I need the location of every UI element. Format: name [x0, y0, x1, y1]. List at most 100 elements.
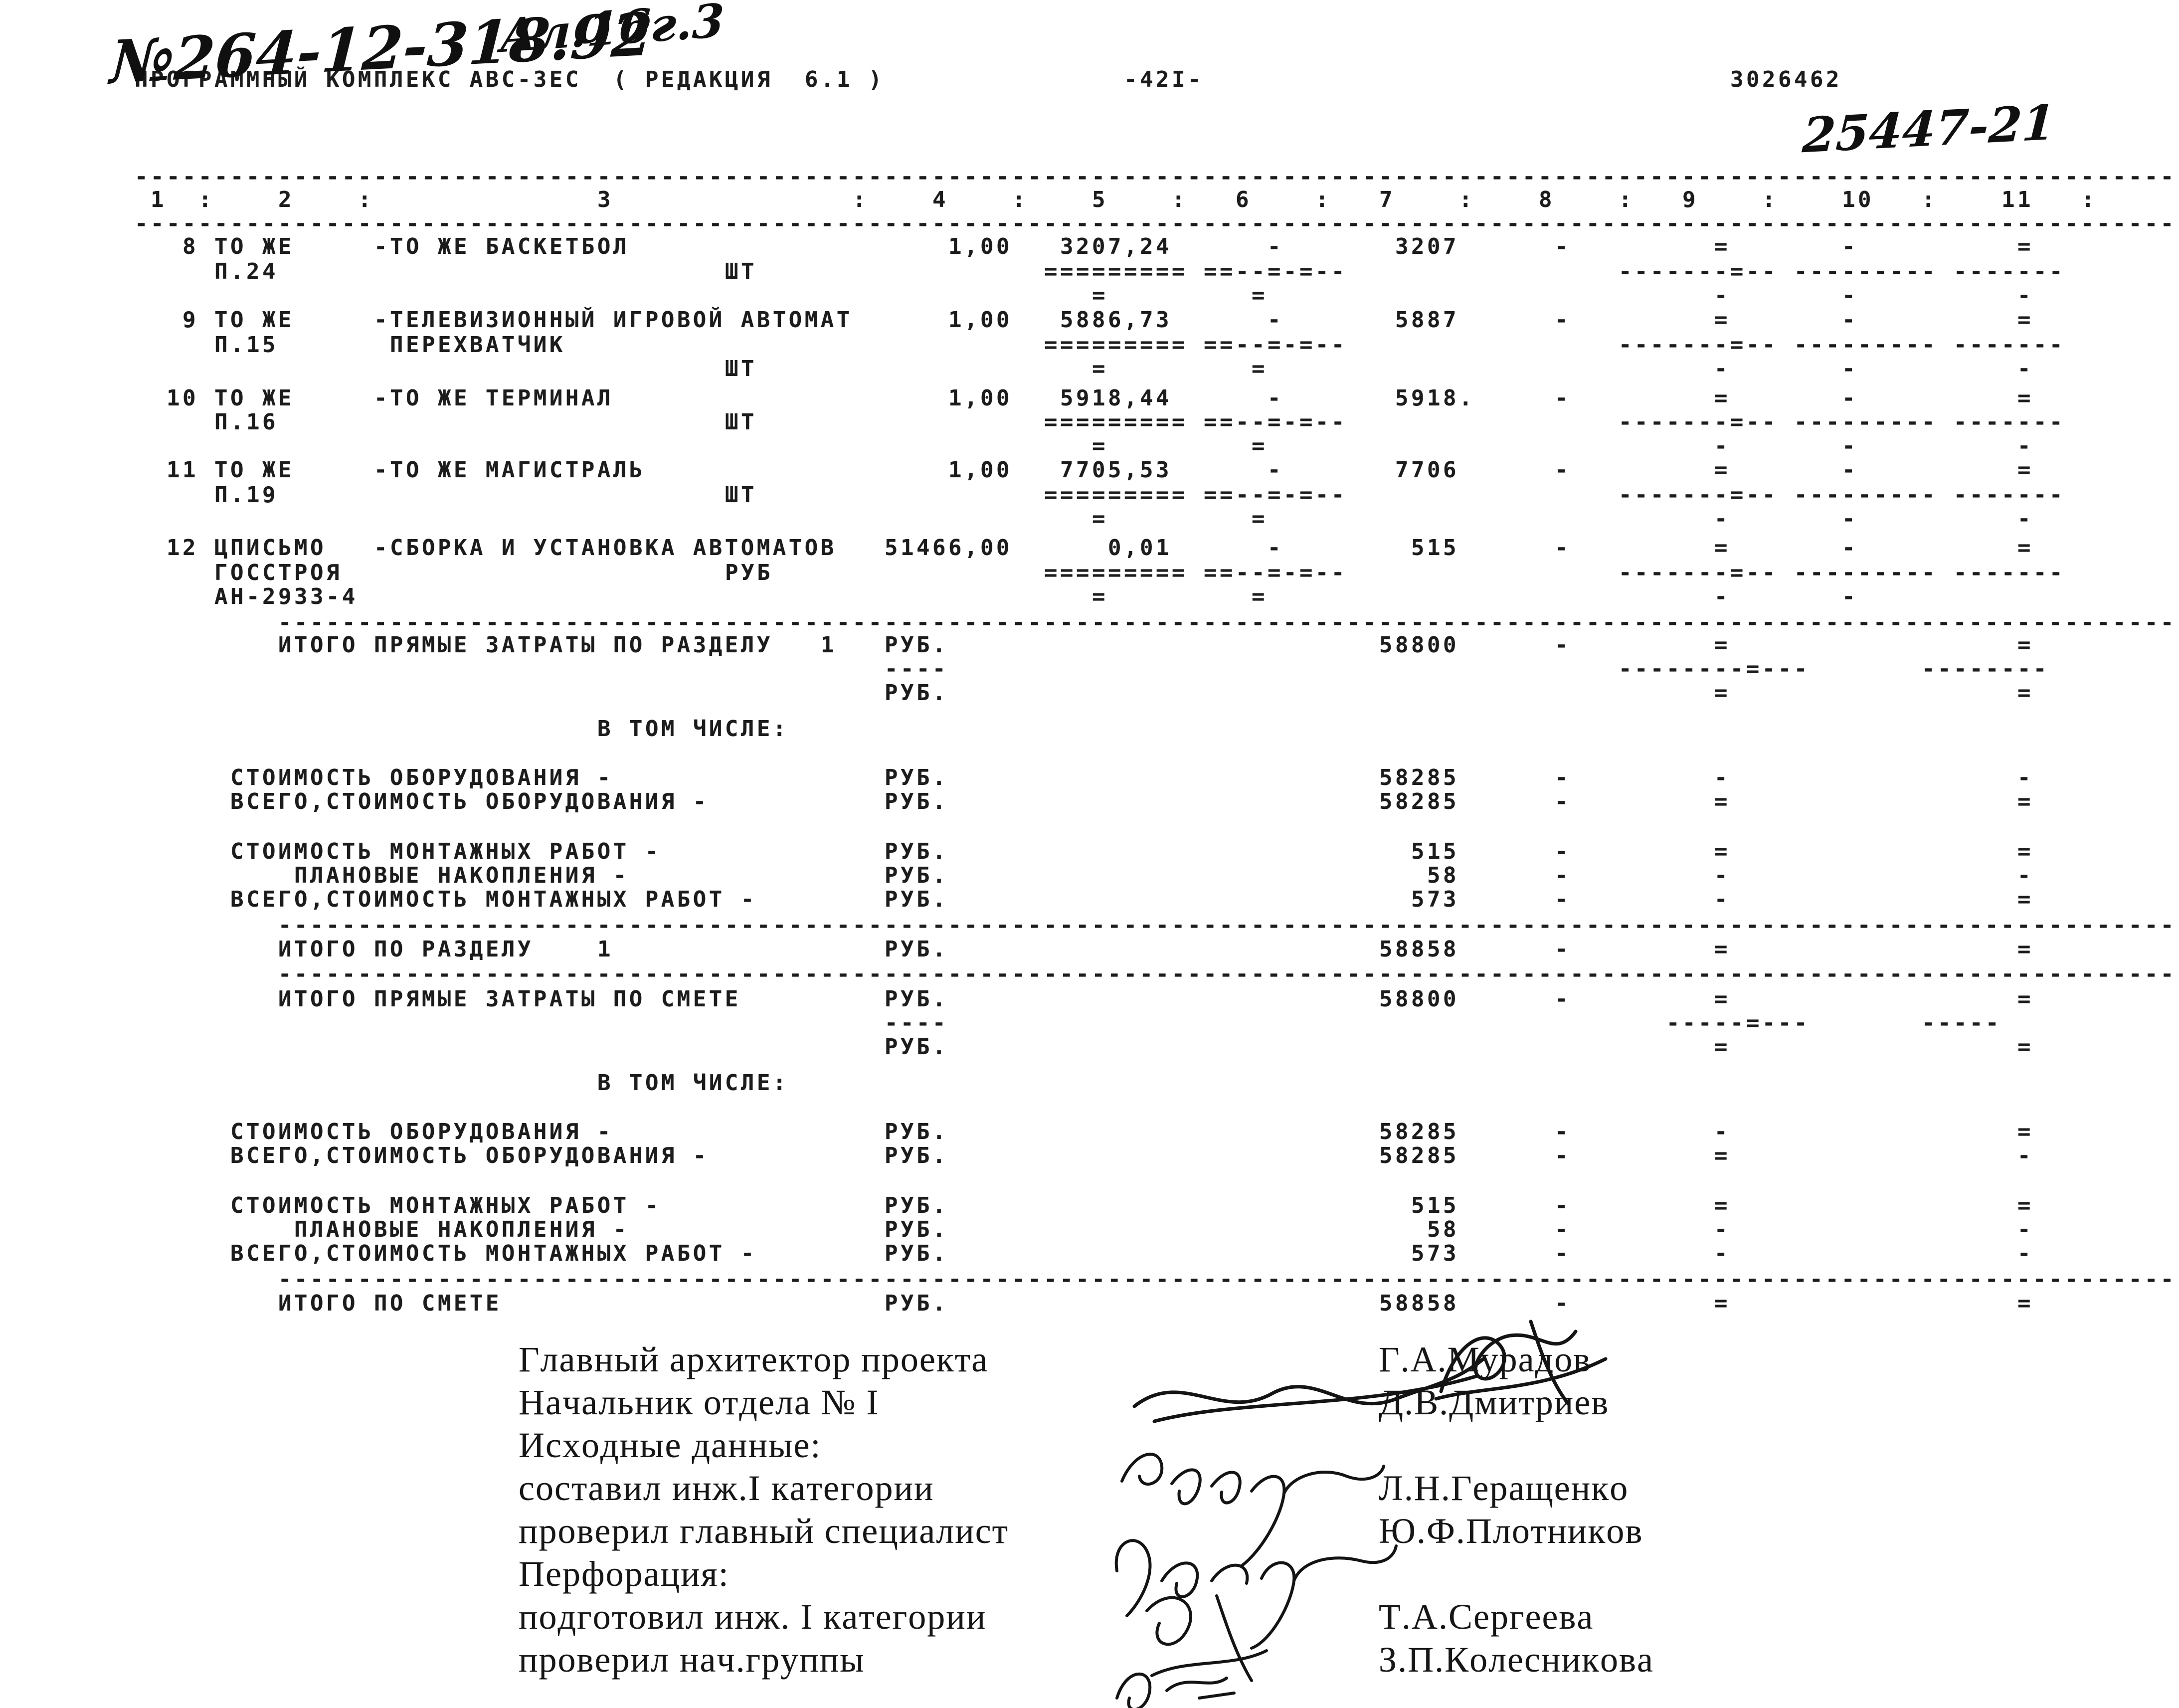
- row-11-line-1-text: -: [1268, 457, 1283, 483]
- total-direct-costs-section-text: =: [1714, 632, 1730, 658]
- row-8-line-1-text: -: [1555, 234, 1571, 259]
- total-direct-costs-section-text: =: [2017, 632, 2033, 658]
- row-11-line-2-text: -------=--: [1619, 482, 1778, 508]
- column-numbers-text: :: [358, 187, 374, 212]
- row-9-line-1-text: -ТЕЛЕВИЗИОННЫЙ ИГРОВОЙ АВТОМАТ: [374, 307, 853, 333]
- row-10-line-3-text: -: [1842, 433, 1858, 459]
- row-9-line-3-text: ШТ: [725, 356, 757, 381]
- rule-top-text: ----------------------------------------…: [135, 164, 2177, 190]
- planned-savings-1-text: РУБ.: [885, 863, 948, 888]
- row-9-line-2-text: =========: [1044, 332, 1188, 358]
- underline-rub-2-text: -----=---: [1666, 1010, 1810, 1036]
- row-9-line-1-text: 9: [182, 307, 198, 333]
- row-9-line-2-text: ПЕРЕХВАТЧИК: [390, 332, 565, 358]
- report-header-line-text: -42I-: [1124, 67, 1204, 92]
- row-10-line-2-text: П.16: [214, 409, 278, 435]
- total-direct-costs-section-text: -: [1555, 632, 1571, 658]
- row-9-line-1-text: -: [1555, 307, 1571, 333]
- equipment-cost-1-text: -: [1555, 765, 1571, 790]
- installation-cost-1-text: РУБ.: [885, 839, 948, 864]
- name-gerashchenko: Л.Н.Геращенко: [1379, 1468, 1629, 1508]
- row-8-line-3-text: =: [1252, 283, 1268, 308]
- installation-cost-1-text: СТОИМОСТЬ МОНТАЖНЫХ РАБОТ -: [230, 839, 661, 864]
- column-numbers-text: :: [1922, 187, 1938, 212]
- column-numbers-text: 10: [1842, 187, 1874, 212]
- row-12-line-3-text: =: [1252, 584, 1268, 609]
- installation-cost-2-text: 515: [1411, 1193, 1459, 1218]
- total-installation-cost-2-text: -: [2017, 1241, 2033, 1266]
- row-12-line-2-text: ==--=-=--: [1204, 560, 1347, 585]
- column-numbers-text: 6: [1236, 187, 1252, 212]
- row-8-line-1-text: ТО ЖЕ: [214, 234, 294, 259]
- role-checked-by-group-head: проверил нач.группы: [519, 1640, 865, 1680]
- row-10-line-1-text: =: [2017, 385, 2033, 411]
- row-10-line-1-text: -: [1555, 385, 1571, 411]
- role-department-head: Начальник отдела № I: [519, 1382, 880, 1422]
- total-direct-costs-estimate-text: РУБ.: [885, 986, 948, 1012]
- underline-rub-2-text: ----: [885, 1010, 948, 1036]
- role-prepared-by: подготовил инж. I категории: [519, 1597, 987, 1637]
- underline-rub-1-text: ----: [885, 656, 948, 682]
- equipment-cost-2-text: 58285: [1379, 1119, 1459, 1144]
- total-installation-cost-1-text: -: [1555, 887, 1571, 912]
- row-10-line-3-text: =: [1252, 433, 1268, 459]
- row-9-line-2-text: -------=--: [1619, 332, 1778, 358]
- installation-cost-2-text: =: [2017, 1193, 2033, 1218]
- row-12-line-1-text: 515: [1411, 535, 1459, 561]
- planned-savings-1-text: -: [2017, 863, 2033, 888]
- row-8-line-1-text: =: [1714, 234, 1730, 259]
- row-12-line-1-text: ЦПИСЬМО: [214, 535, 326, 561]
- row-10-line-1-text: 5918,44: [1060, 385, 1172, 411]
- equipment-cost-1-text: -: [1714, 765, 1730, 790]
- total-installation-cost-1-text: РУБ.: [885, 887, 948, 912]
- underline-rub-1-text: --------=---: [1619, 656, 1810, 682]
- row-11-line-2-text: =========: [1044, 482, 1188, 508]
- row-11-line-1-text: -ТО ЖЕ МАГИСТРАЛЬ: [374, 457, 645, 483]
- row-9-line-1-text: 5887: [1395, 307, 1459, 333]
- total-direct-costs-estimate-text: =: [1714, 986, 1730, 1012]
- report-header-line-text: ( РЕДАКЦИЯ 6.1 ): [613, 67, 885, 92]
- planned-savings-1-text: -: [1555, 863, 1571, 888]
- total-section-1-text: РУБ.: [885, 937, 948, 962]
- installation-cost-1-text: 515: [1411, 839, 1459, 864]
- total-equipment-cost-2-text: ВСЕГО,СТОИМОСТЬ ОБОРУДОВАНИЯ -: [230, 1143, 709, 1168]
- equipment-cost-1-text: -: [2017, 765, 2033, 790]
- total-section-1-text: 58858: [1379, 937, 1459, 962]
- row-9-line-1-text: =: [2017, 307, 2033, 333]
- signature-scribble-plotnikov: [1114, 1539, 1398, 1650]
- row-10-line-1-text: =: [1714, 385, 1730, 411]
- signature-scribble-sergeeva: [1145, 1594, 1268, 1682]
- row-8-line-1-text: -: [1842, 234, 1858, 259]
- rule-after-items-text: ----------------------------------------…: [278, 610, 2177, 635]
- planned-savings-1-text: 58: [1427, 863, 1459, 888]
- total-installation-cost-1-text: ВСЕГО,СТОИМОСТЬ МОНТАЖНЫХ РАБОТ -: [230, 887, 757, 912]
- underline-rub-1-text: --------: [1922, 656, 2049, 682]
- row-10-line-1-text: 10: [167, 385, 198, 411]
- column-numbers-text: :: [2081, 187, 2097, 212]
- role-chief-architect: Главный архитектор проекта: [519, 1339, 989, 1379]
- underline-rub-2-text: -----: [1922, 1010, 2001, 1036]
- row-9-line-1-text: -: [1842, 307, 1858, 333]
- name-kolesnikova: З.П.Колесникова: [1379, 1640, 1654, 1680]
- row-10-line-3-text: =: [1092, 433, 1108, 459]
- row-8-line-2-text: -------=--: [1619, 259, 1778, 284]
- signature-scribble-kolesnikova: [1115, 1672, 1236, 1708]
- including-header-1-text: В ТОМ ЧИСЛЕ:: [597, 716, 789, 742]
- rub-line-2-text: =: [1714, 1034, 1730, 1060]
- total-equipment-cost-1-text: -: [1555, 789, 1571, 814]
- row-11-line-2-text: ==--=-=--: [1204, 482, 1347, 508]
- total-estimate-text: 58858: [1379, 1291, 1459, 1316]
- row-11-line-1-text: 7705,53: [1060, 457, 1172, 483]
- column-numbers-text: 4: [932, 187, 948, 212]
- row-12-line-1-text: 51466,00: [885, 535, 1012, 561]
- installation-cost-2-text: =: [1714, 1193, 1730, 1218]
- row-10-line-2-text: ==--=-=--: [1204, 409, 1347, 435]
- row-12-line-2-text: ---------: [1794, 560, 1938, 585]
- column-numbers-text: :: [853, 187, 869, 212]
- planned-savings-2-text: ПЛАНОВЫЕ НАКОПЛЕНИЯ -: [294, 1217, 629, 1242]
- total-equipment-cost-2-text: РУБ.: [885, 1143, 948, 1168]
- row-12-line-1-text: -: [1842, 535, 1858, 561]
- rule-before-section-total-text: ----------------------------------------…: [278, 913, 2177, 938]
- row-11-line-1-text: =: [2017, 457, 2033, 483]
- column-numbers-text: 3: [597, 187, 613, 212]
